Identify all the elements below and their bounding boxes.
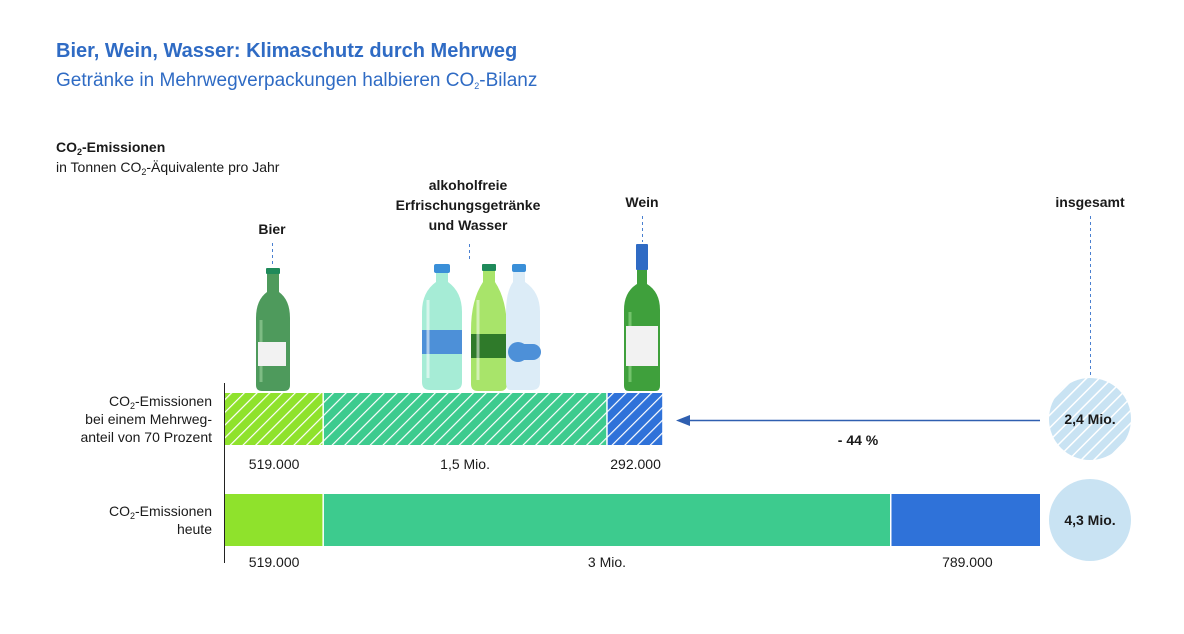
- bar-segment-wasser: [323, 393, 607, 445]
- category-label: und Wasser: [429, 217, 508, 233]
- unit-label: CO2-Emissionen in Tonnen CO2-Äquivalente…: [56, 137, 279, 177]
- value-label: 292.000: [610, 456, 661, 472]
- value-label: 3 Mio.: [588, 554, 626, 570]
- bar-segment-bier: [225, 393, 324, 445]
- total-value-label: 4,3 Mio.: [1064, 512, 1115, 528]
- row-label: heute: [177, 521, 212, 537]
- category-label: Bier: [258, 221, 286, 237]
- total-circle: [1049, 479, 1131, 561]
- bar-segment-wein: [890, 494, 1040, 546]
- row-label: anteil von 70 Prozent: [80, 429, 212, 445]
- beer-bottle-icon: [256, 268, 290, 391]
- row-label: CO2-Emissionen: [109, 393, 212, 411]
- bar-segment-bier: [225, 494, 324, 546]
- chart-subtitle: Getränke in Mehrwegverpackungen halbiere…: [56, 70, 538, 91]
- reduction-arrow: [676, 415, 1040, 426]
- value-label: 519.000: [249, 554, 300, 570]
- water-bottle-icon: [422, 264, 462, 390]
- bar-segment-wein: [606, 393, 663, 445]
- total-circle: [1049, 378, 1131, 460]
- total-header-label: insgesamt: [1055, 194, 1125, 210]
- wine-bottle-icon: [624, 244, 660, 391]
- chart-title: Bier, Wein, Wasser: Klimaschutz durch Me…: [56, 40, 518, 62]
- category-label: Erfrischungsgetränke: [396, 197, 541, 213]
- bar-segment-wasser: [323, 494, 891, 546]
- total-value-label: 2,4 Mio.: [1064, 411, 1115, 427]
- value-label: 519.000: [249, 456, 300, 472]
- reduction-label: - 44 %: [838, 432, 879, 448]
- soft-drink-bottle-icon: [471, 264, 507, 391]
- category-label: alkoholfreie: [429, 177, 508, 193]
- unit-description: in Tonnen CO2-Äquivalente pro Jahr: [56, 159, 280, 177]
- unit-title: CO2-Emissionen: [56, 139, 166, 157]
- guide-lines: [272, 216, 1091, 376]
- row-label: CO2-Emissionen: [109, 503, 212, 521]
- category-label: Wein: [625, 194, 658, 210]
- value-label: 1,5 Mio.: [440, 456, 490, 472]
- row-label: bei einem Mehrweg-: [85, 411, 212, 427]
- value-label: 789.000: [942, 554, 993, 570]
- water-bottle-icon: [506, 264, 541, 390]
